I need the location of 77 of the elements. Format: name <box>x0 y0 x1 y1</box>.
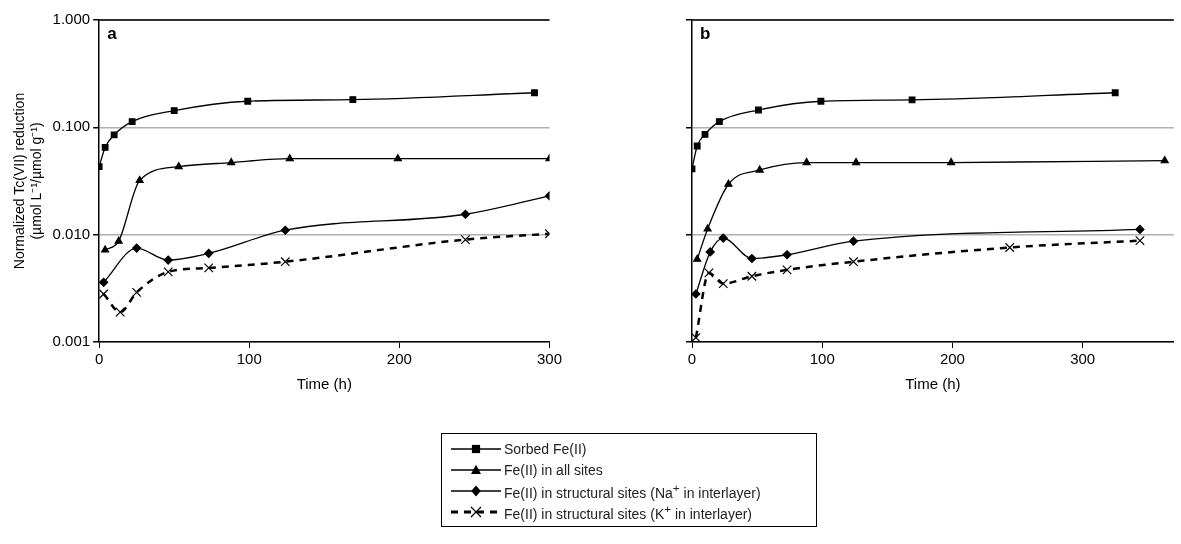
point <box>1004 242 1015 253</box>
point <box>724 179 733 187</box>
legend-label: Fe(II) in structural sites (Na$^{+}$ in interlayer) <box>504 480 761 501</box>
point <box>531 89 538 97</box>
point <box>1135 235 1145 246</box>
point <box>718 278 729 289</box>
point <box>908 96 916 104</box>
point <box>163 267 174 277</box>
y-tick-label: 0.100 <box>52 117 91 135</box>
x-tick-label: 200 <box>386 350 412 368</box>
point <box>115 307 125 317</box>
point <box>170 107 178 115</box>
point <box>782 265 792 275</box>
point <box>393 154 402 162</box>
point <box>701 130 709 138</box>
x-tick-label: 200 <box>939 350 965 368</box>
chart-title: a <box>107 24 118 44</box>
point <box>802 157 811 166</box>
point <box>1160 155 1169 164</box>
point <box>99 277 109 287</box>
point <box>817 97 825 105</box>
point <box>280 225 290 235</box>
point <box>718 233 728 243</box>
point <box>460 209 471 219</box>
point <box>131 287 142 298</box>
point <box>128 118 136 126</box>
point <box>110 131 118 139</box>
point <box>747 271 757 282</box>
y-tick-label: 0.010 <box>52 224 91 242</box>
y-tick-label: 1.000 <box>52 10 91 28</box>
point <box>101 245 110 253</box>
point <box>349 96 357 104</box>
y-axis-title: Normalized Tc(VII) reduction (µmol L⁻¹/µmol g⁻¹) <box>11 92 45 270</box>
x-tick-label: 100 <box>236 350 262 368</box>
y-tick-label: 0.001 <box>52 332 91 350</box>
legend-label: Sorbed Fe(II) <box>504 440 587 457</box>
point <box>204 248 214 258</box>
point <box>852 157 861 166</box>
point <box>715 118 723 126</box>
point <box>174 162 183 170</box>
point <box>244 97 252 105</box>
chart-title: b <box>700 24 711 44</box>
legend-label: Fe(II) in all sites <box>504 461 603 478</box>
point <box>132 243 142 253</box>
point <box>1111 89 1119 97</box>
point <box>703 224 712 232</box>
x-axis-title: Time (h) <box>905 375 961 393</box>
legend-label: Fe(II) in structural sites (K$^{+}$ in interlayer) <box>504 501 752 522</box>
point <box>203 263 214 273</box>
point <box>1135 224 1145 234</box>
x-tick-label: 300 <box>1070 350 1096 368</box>
point <box>285 154 294 162</box>
point <box>693 254 702 262</box>
point <box>755 165 764 173</box>
point <box>460 234 471 245</box>
point <box>99 289 109 299</box>
point <box>747 253 757 264</box>
point <box>227 157 236 166</box>
point <box>163 255 173 265</box>
x-tick-label: 300 <box>536 350 562 368</box>
x-tick-label: 100 <box>809 350 835 368</box>
point <box>705 247 715 257</box>
point <box>848 236 859 246</box>
point <box>101 143 109 151</box>
point <box>704 268 714 278</box>
point <box>947 157 956 166</box>
point <box>693 142 701 150</box>
point <box>754 106 762 114</box>
x-axis-title: Time (h) <box>296 375 352 393</box>
point <box>280 256 291 267</box>
point <box>114 236 123 244</box>
point <box>848 256 859 267</box>
x-tick-label: 0 <box>94 350 104 368</box>
point <box>135 175 144 184</box>
point <box>692 289 701 299</box>
x-tick-label: 0 <box>687 350 697 368</box>
point <box>782 250 792 260</box>
